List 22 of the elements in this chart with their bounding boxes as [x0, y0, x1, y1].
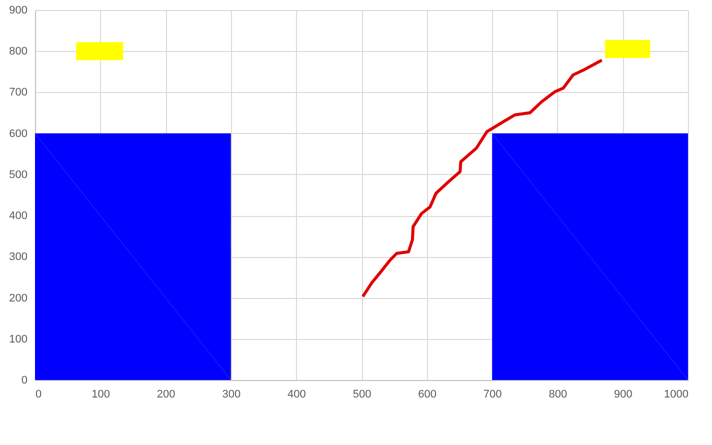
x-tick-label: 100	[92, 388, 110, 400]
x-tick-label: 1000	[664, 388, 688, 400]
y-tick-label: 100	[9, 333, 28, 346]
y-tick-label: 900	[9, 4, 28, 16]
y-tick-label: 600	[9, 128, 28, 140]
x-tick-label: 900	[614, 388, 632, 400]
line-series	[361, 58, 604, 298]
x-tick-label: 700	[483, 388, 502, 400]
x-tick-label: 800	[548, 388, 568, 400]
x-tick-label: 600	[418, 388, 436, 400]
y-tick-label: 200	[9, 292, 28, 304]
y-tick-label: 500	[9, 168, 28, 181]
x-tick-label: 0	[36, 388, 42, 400]
y-tick-label: 0	[21, 374, 28, 386]
y-tick-label: 300	[9, 251, 28, 264]
x-tick-label: 200	[156, 388, 176, 400]
y-tick-label: 400	[9, 210, 28, 222]
x-tick-label: 300	[222, 388, 241, 400]
y-tick-label: 700	[9, 86, 28, 99]
x-tick-label: 400	[288, 388, 306, 400]
x-tick-label: 500	[352, 388, 372, 400]
y-tick-label: 800	[9, 46, 28, 58]
